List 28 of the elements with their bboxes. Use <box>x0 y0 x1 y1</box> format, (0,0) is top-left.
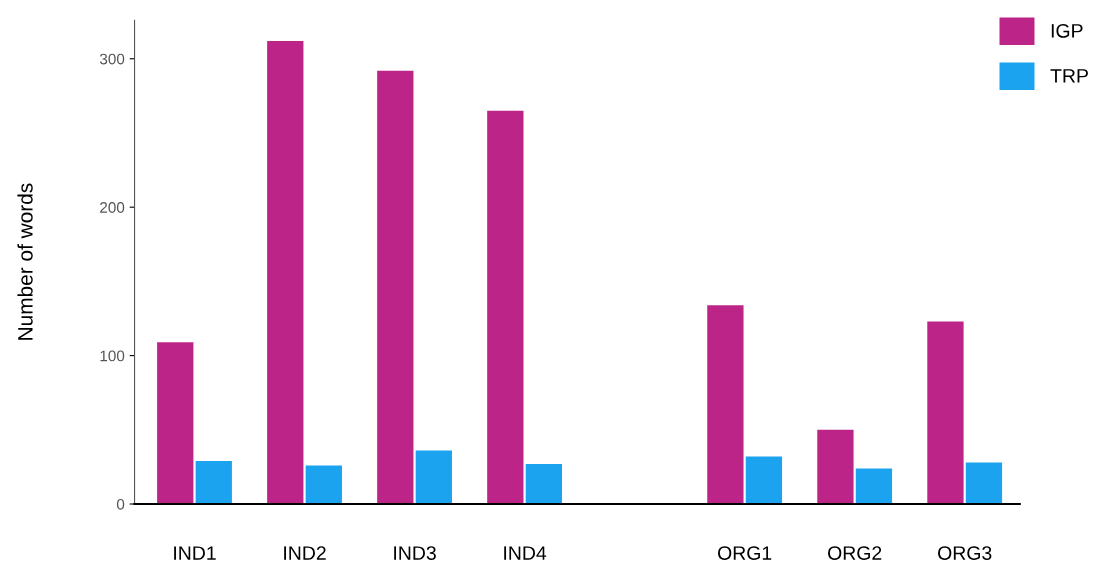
legend-label: TRP <box>1050 69 1088 83</box>
x-tick-label: ORG3 <box>938 546 992 560</box>
bar <box>745 456 783 505</box>
bar <box>157 342 194 505</box>
bar <box>487 110 524 505</box>
y-tick-label: 0 <box>116 498 125 510</box>
bar <box>415 450 452 505</box>
x-tick-label: IND1 <box>174 546 216 560</box>
x-tick-label: IND4 <box>504 546 547 560</box>
x-tick-label: IND2 <box>284 546 326 560</box>
bar <box>267 40 304 505</box>
y-tick-label: 200 <box>100 202 125 213</box>
bar <box>377 70 414 505</box>
bar <box>965 462 1003 505</box>
y-axis-title: Number of words <box>17 183 33 340</box>
legend-label: IGP <box>1051 23 1083 38</box>
bar <box>707 305 744 505</box>
x-tick-label: ORG1 <box>718 546 772 560</box>
bar <box>305 465 342 505</box>
bar <box>927 321 964 505</box>
bar <box>525 463 562 505</box>
bar <box>855 468 893 505</box>
x-tick-label: ORG2 <box>828 546 882 560</box>
y-tick-label: 100 <box>100 350 125 362</box>
y-tick-label: 300 <box>99 53 125 65</box>
x-tick-label: IND3 <box>394 546 436 560</box>
bar <box>817 429 854 505</box>
bar <box>195 460 232 505</box>
